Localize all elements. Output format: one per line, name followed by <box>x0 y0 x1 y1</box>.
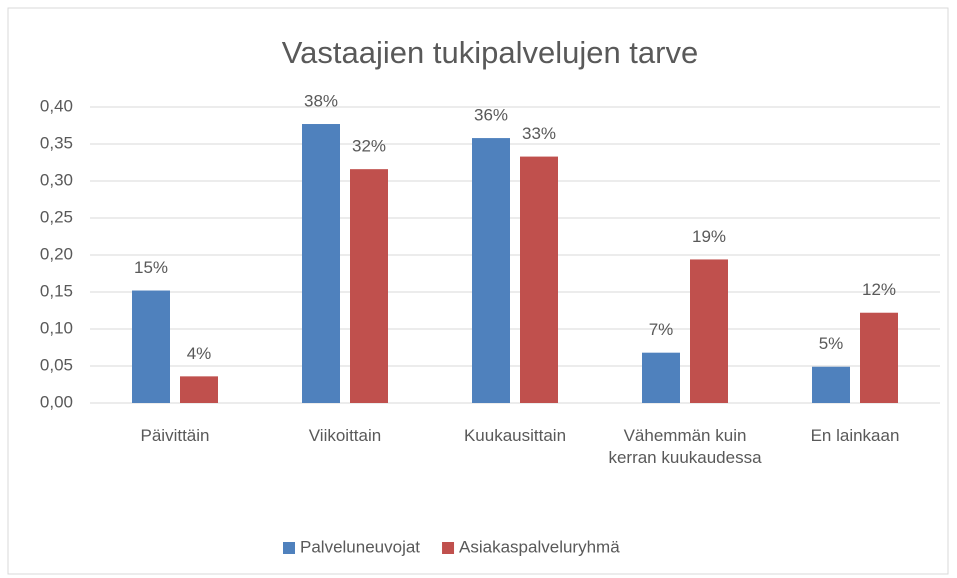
x-tick-label: Vähemmän kuin kerran kuukaudessa <box>608 426 762 467</box>
data-label: 4% <box>187 344 212 363</box>
x-tick-label-box: Vähemmän kuin kerran kuukaudessa <box>608 426 762 467</box>
bar <box>350 169 388 403</box>
legend-swatch <box>442 542 455 554</box>
bar <box>812 366 850 403</box>
bar <box>860 312 898 403</box>
x-tick-label: Kuukausittain <box>463 426 567 445</box>
data-label: 19% <box>692 227 726 246</box>
legend-label: Palveluneuvojat <box>300 537 420 556</box>
data-label: 32% <box>352 137 386 156</box>
data-label: 7% <box>649 320 674 339</box>
x-tick-label-box: Kuukausittain <box>463 426 567 445</box>
data-label: 15% <box>134 258 168 277</box>
y-tick-label: 0,05 <box>40 355 73 374</box>
legend-swatch <box>283 542 295 554</box>
bar <box>520 156 558 403</box>
y-tick-label: 0,20 <box>40 244 73 263</box>
y-tick-label: 0,35 <box>40 133 73 152</box>
data-label: 5% <box>819 334 844 353</box>
y-tick-label: 0,30 <box>40 170 73 189</box>
x-tick-label-box: Päivittäin <box>140 426 210 445</box>
bar <box>180 376 218 403</box>
y-tick-label: 0,25 <box>40 207 73 226</box>
data-label: 12% <box>862 280 896 299</box>
chart-title: Vastaajien tukipalvelujen tarve <box>282 35 698 70</box>
x-tick-label-box: En lainkaan <box>810 426 900 445</box>
y-tick-label: 0,10 <box>40 318 73 337</box>
x-tick-label: En lainkaan <box>810 426 900 445</box>
data-label: 38% <box>304 92 338 111</box>
bar <box>642 352 680 403</box>
x-tick-label: Päivittäin <box>140 426 210 445</box>
x-tick-label: Viikoittain <box>308 426 382 445</box>
y-tick-label: 0,40 <box>40 96 73 115</box>
legend-label: Asiakaspalveluryhmä <box>459 537 620 556</box>
x-tick-label-box: Viikoittain <box>308 426 382 445</box>
bar <box>302 124 340 404</box>
bar <box>472 138 510 403</box>
y-tick-label: 0,00 <box>40 392 73 411</box>
y-tick-label: 0,15 <box>40 281 73 300</box>
bar <box>132 290 170 403</box>
bar <box>690 259 728 403</box>
data-label: 33% <box>522 124 556 143</box>
data-label: 36% <box>474 106 508 125</box>
